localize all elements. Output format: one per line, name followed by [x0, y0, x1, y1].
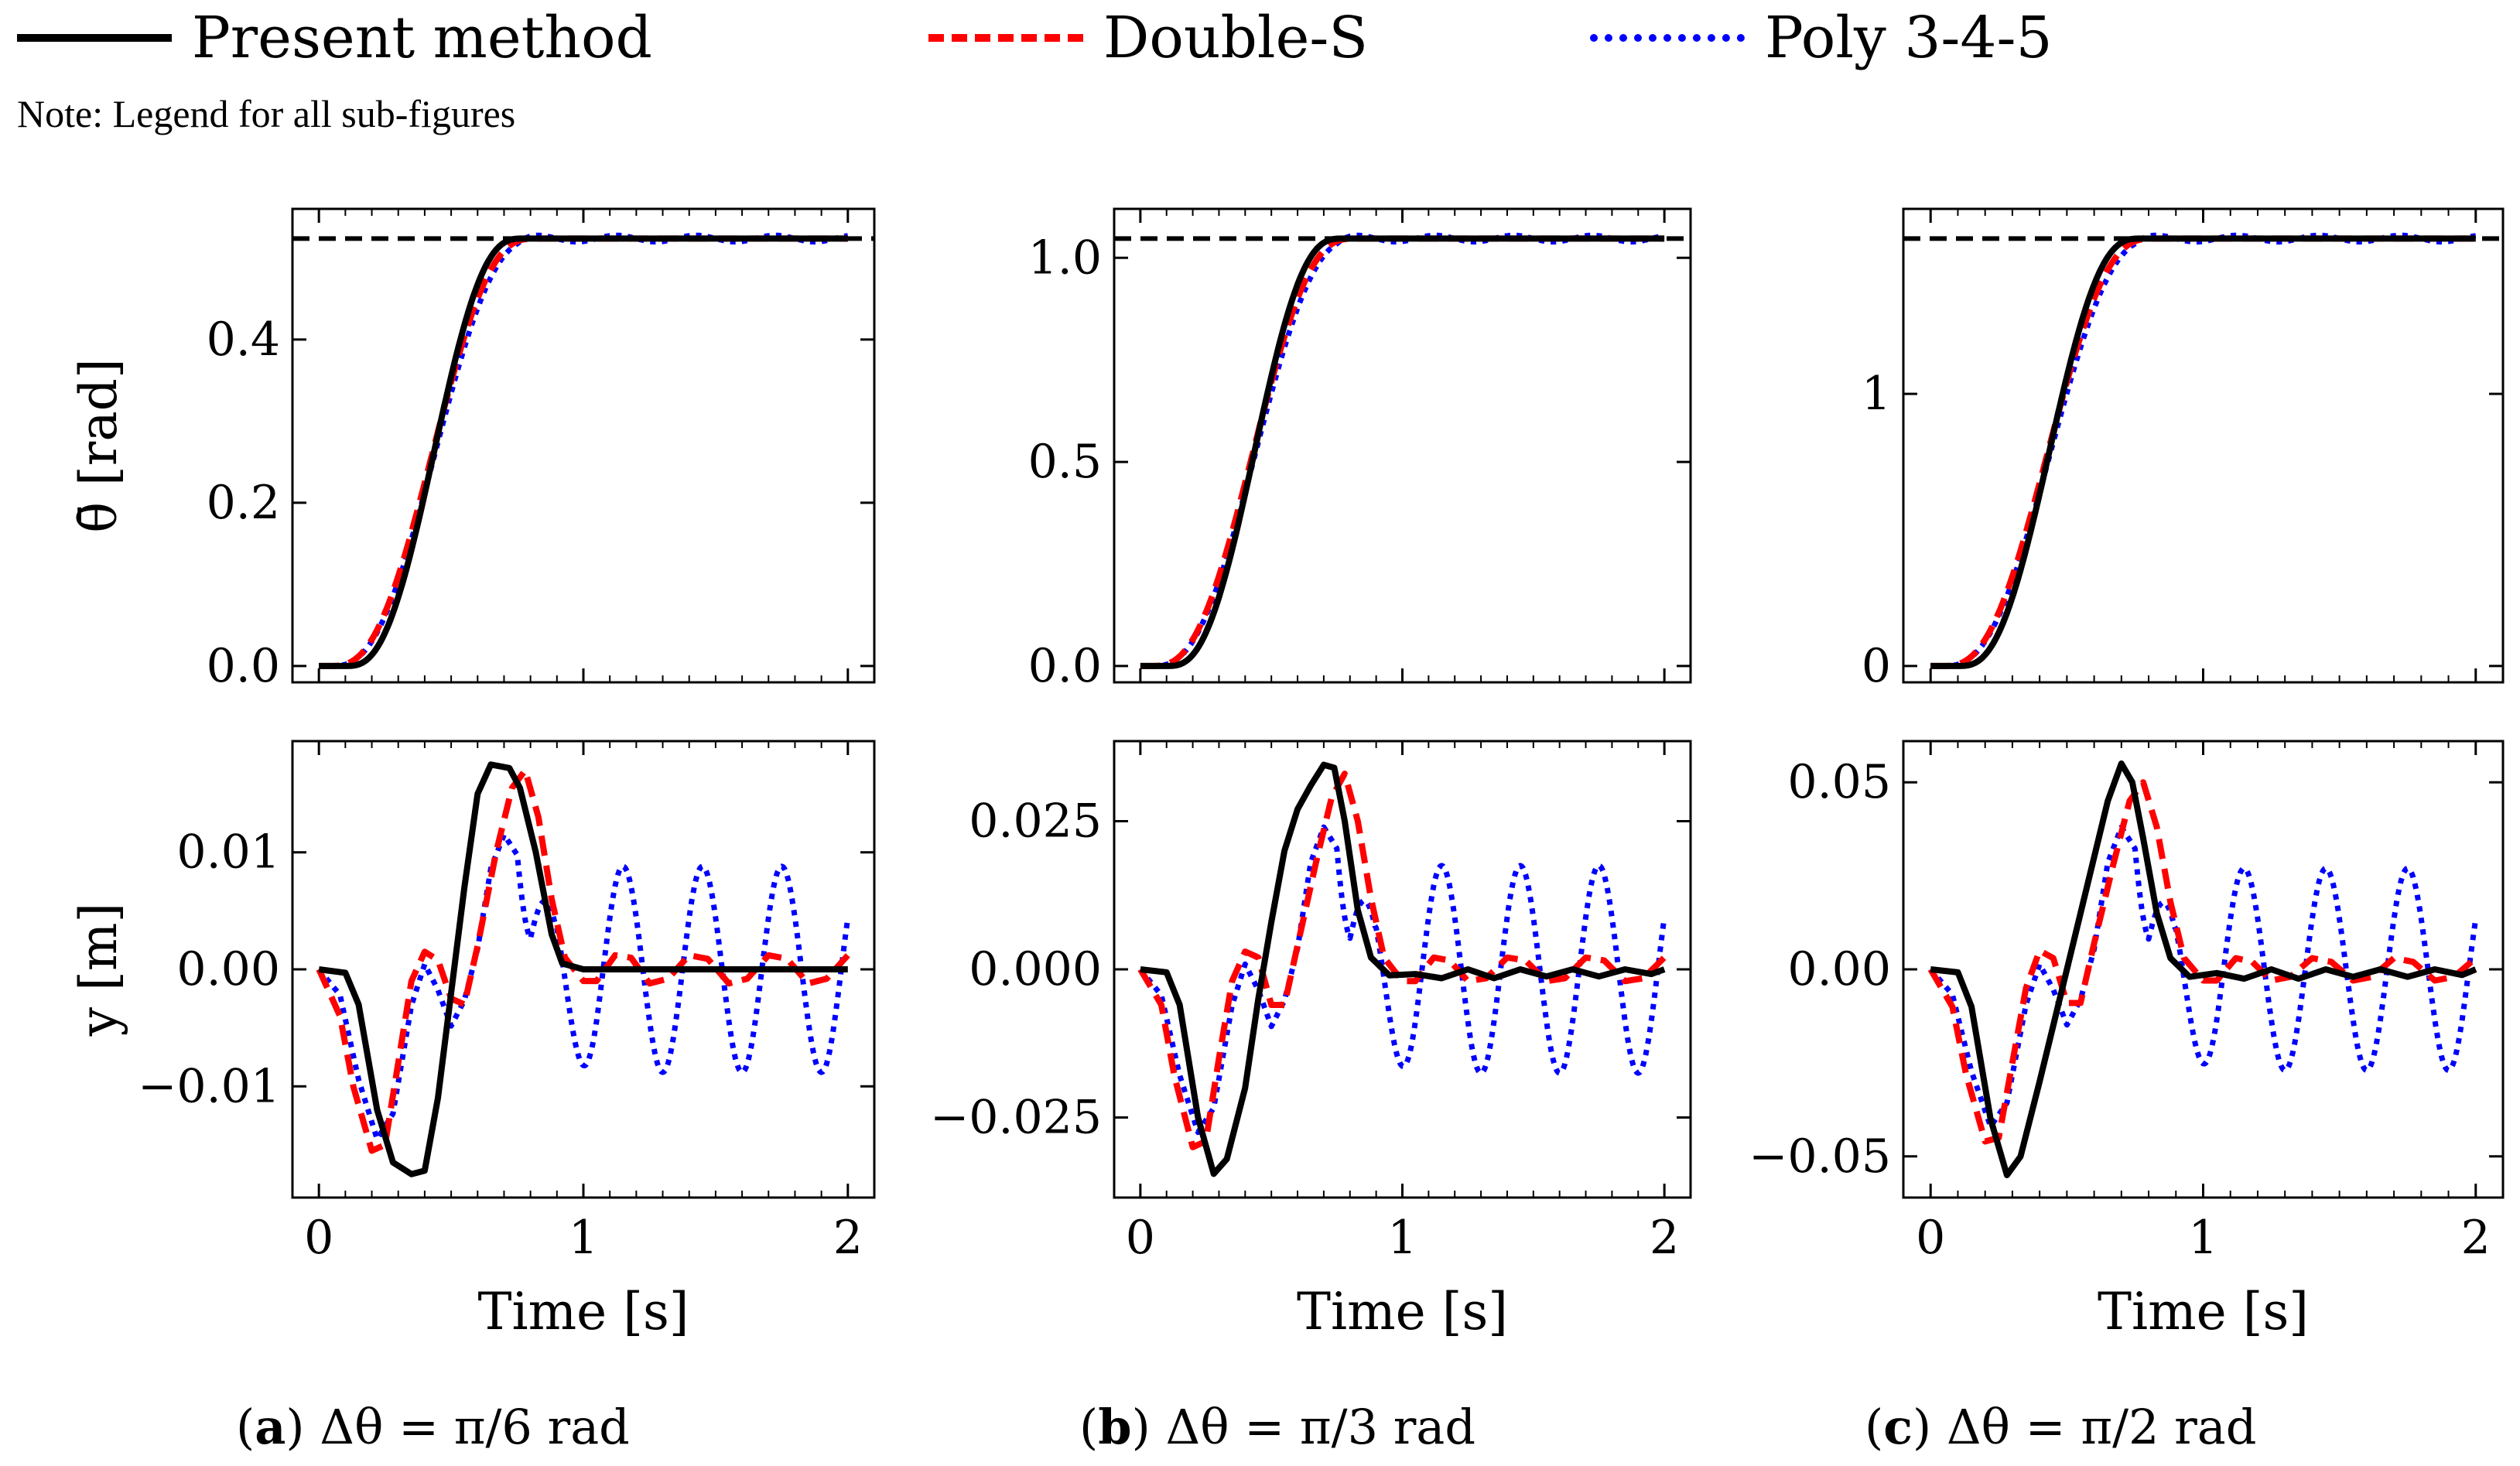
- x-tick-label: 2: [833, 1211, 863, 1265]
- x-tick-label: 2: [2461, 1211, 2491, 1265]
- series-line-present-method: [318, 761, 848, 1177]
- panel-b-top: 0.0 0.5 1.0: [1028, 207, 1692, 693]
- y-tick-label: 0.0: [207, 639, 280, 693]
- series-line-double-s: [1927, 779, 2478, 1145]
- panel-a-top: 0.0 0.2 0.4 θ̄ [rad]: [69, 207, 876, 693]
- legend-label: Present method: [192, 5, 652, 71]
- x-tick-label: 1: [1387, 1211, 1417, 1265]
- y-axis-label: θ̄ [rad]: [69, 358, 128, 532]
- y-tick-label: 0.5: [1028, 435, 1102, 489]
- y-tick-label: −0.01: [138, 1059, 280, 1113]
- legend: Present method Double-S Poly 3-4-5: [0, 0, 2520, 85]
- x-axis-label: Time [s]: [2098, 1282, 2309, 1341]
- legend-line-dashed-icon: [928, 34, 1083, 42]
- series-line-present-method: [1929, 235, 2477, 669]
- legend-note: Note: Legend for all sub-figures: [17, 92, 516, 135]
- x-tick-label: 2: [1650, 1211, 1679, 1265]
- y-tick-label: 1.0: [1028, 231, 1102, 285]
- x-axis-label: Time [s]: [1297, 1282, 1508, 1341]
- series-line-poly-3-4-5: [1138, 824, 1667, 1136]
- y-tick-label: 0: [1862, 639, 1891, 693]
- legend-line-solid-icon: [17, 34, 172, 42]
- caption-a: (a) Δθ = π/6 rad: [236, 1399, 630, 1455]
- caption-b: (b) Δθ = π/3 rad: [1079, 1399, 1476, 1455]
- legend-item-present-method: Present method: [17, 3, 652, 73]
- y-tick-label: 0.00: [176, 942, 280, 996]
- panel-c-bottom: 0 1 2 −0.05 0.00 0.05 Time [s]: [1749, 740, 2505, 1341]
- y-tick-label: −0.025: [930, 1091, 1102, 1145]
- series-line-double-s: [316, 767, 850, 1154]
- x-tick-label: 0: [304, 1211, 333, 1265]
- y-tick-label: 0.00: [1787, 942, 1891, 996]
- x-axis-label: Time [s]: [477, 1282, 689, 1341]
- legend-line-dotted-icon: [1590, 34, 1745, 42]
- series-line-poly-3-4-5: [1928, 824, 2479, 1129]
- axes-frame: [1902, 207, 2505, 684]
- series-line-present-method: [316, 235, 850, 669]
- x-tick-label: 1: [569, 1211, 598, 1265]
- axes-frame: [291, 207, 876, 684]
- panel-b-bottom: 0 1 2 −0.025 0.000 0.025 Time [s]: [930, 740, 1692, 1341]
- x-tick-label: 0: [1126, 1211, 1155, 1265]
- legend-label: Double-S: [1103, 5, 1369, 71]
- y-tick-label: 1: [1862, 367, 1891, 421]
- legend-item-poly-345: Poly 3-4-5: [1590, 3, 2053, 73]
- panel-c-top: 01: [1862, 207, 2505, 693]
- series-line-present-method: [1138, 235, 1667, 669]
- legend-item-double-s: Double-S: [928, 3, 1368, 73]
- y-tick-label: 0.05: [1787, 755, 1891, 809]
- panel-a-bottom: 0 1 2 −0.01 0.00 0.01 Time [s] y [m]: [69, 740, 876, 1341]
- x-tick-label: 0: [1916, 1211, 1945, 1265]
- y-tick-label: 0.000: [969, 942, 1102, 996]
- caption-c: (c) Δθ = π/2 rad: [1865, 1399, 2257, 1455]
- series-line-double-s: [1929, 235, 2477, 669]
- series-line-poly-3-4-5: [316, 832, 851, 1142]
- series-line-present-method: [1140, 761, 1666, 1177]
- series-line-present-method: [1930, 760, 2477, 1178]
- y-tick-label: 0.2: [207, 476, 280, 530]
- y-axis-label: y [m]: [69, 903, 128, 1037]
- y-tick-label: −0.05: [1749, 1129, 1891, 1184]
- y-tick-label: 0.025: [969, 794, 1102, 848]
- series-line-double-s: [1137, 771, 1667, 1150]
- y-tick-label: 0.0: [1028, 639, 1102, 693]
- x-tick-label: 1: [2188, 1211, 2217, 1265]
- legend-label: Poly 3-4-5: [1765, 5, 2053, 71]
- y-tick-label: 0.01: [176, 825, 280, 880]
- y-tick-label: 0.4: [207, 313, 280, 367]
- axes-frame: [1113, 207, 1692, 684]
